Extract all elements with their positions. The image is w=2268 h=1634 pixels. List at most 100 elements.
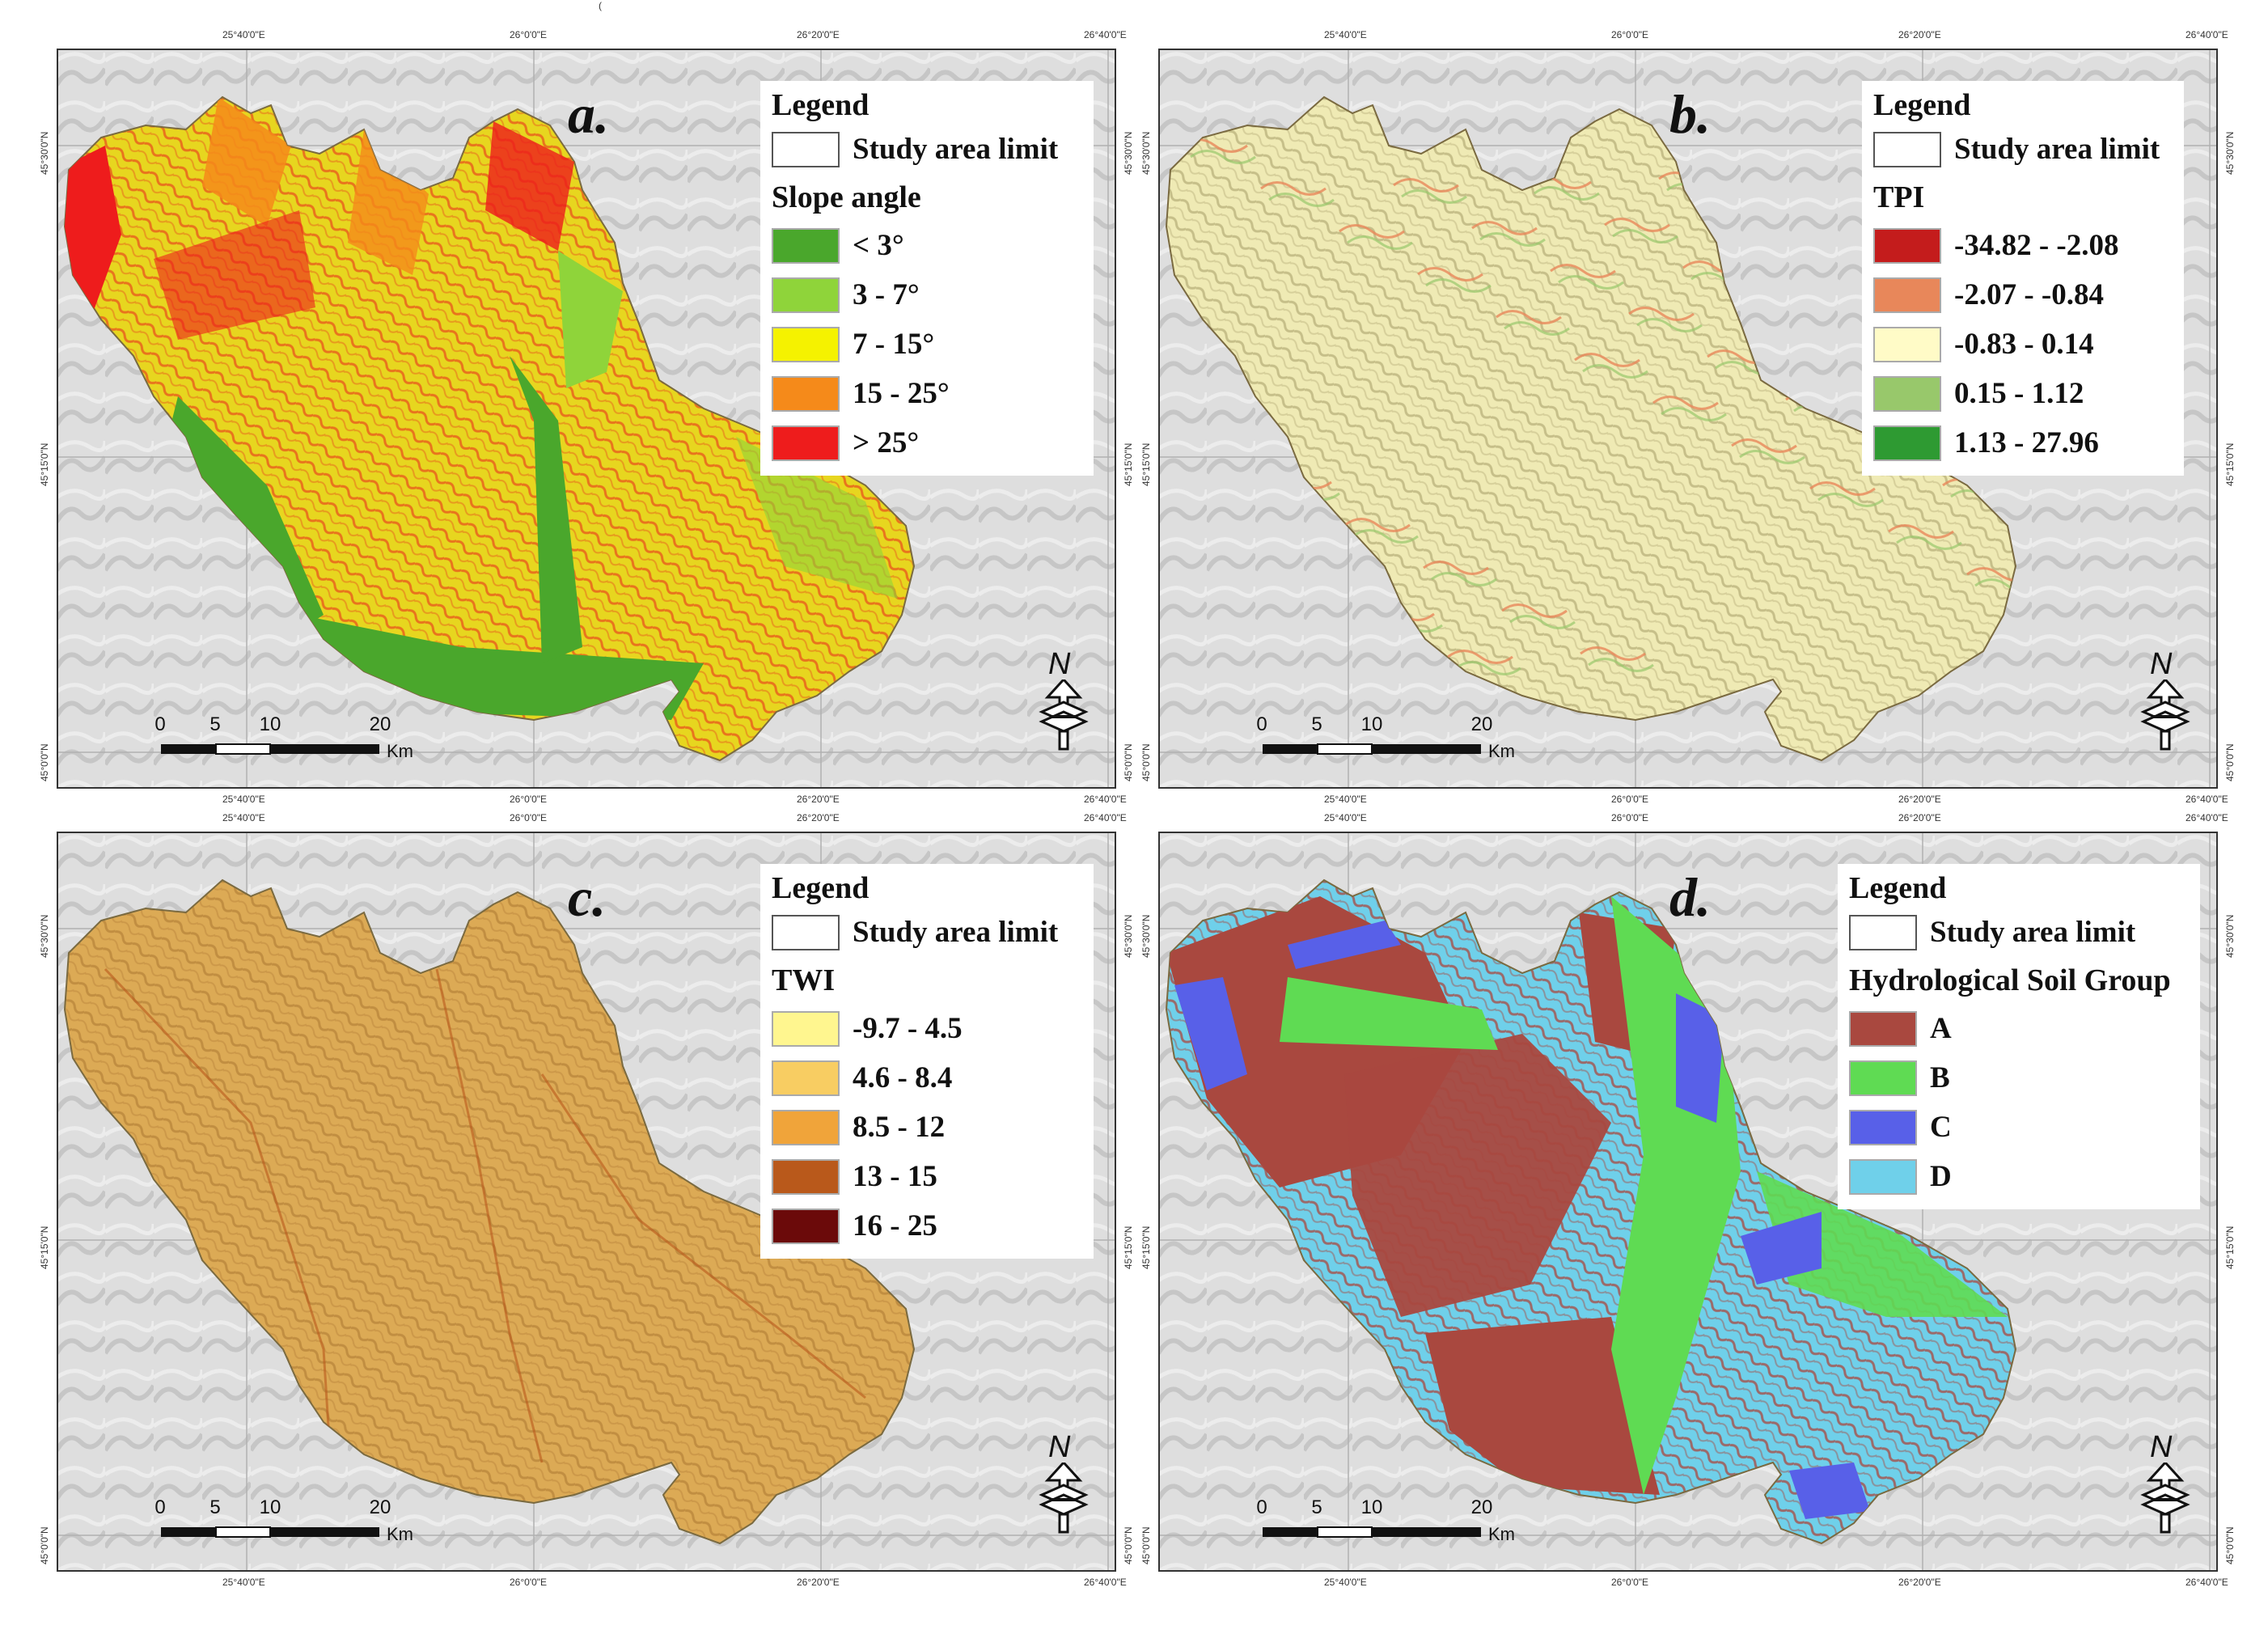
legend-class-row: 0.15 - 1.12 [1873, 369, 2176, 418]
legend-class-row: -2.07 - -0.84 [1873, 270, 2176, 320]
north-letter: N [2150, 1430, 2173, 1464]
boundary-swatch [772, 131, 840, 167]
north-letter: N [1048, 1430, 1071, 1464]
scale-tick-label: 5 [209, 713, 221, 735]
lon-label-bottom: 25°40'0"E [1324, 1577, 1367, 1588]
class-label: 7 - 15° [853, 328, 935, 361]
scale-tick-label: 20 [369, 713, 391, 735]
class-label: 8.5 - 12 [853, 1111, 946, 1144]
lat-label-left: 45°0'0"N [1140, 743, 1152, 781]
legend-boundary-row: Study area limit [772, 125, 1085, 174]
class-swatch [1873, 425, 1941, 461]
legend-boundary-row: Study area limit [1873, 125, 2176, 174]
scale-bar-graphic [1263, 1526, 1481, 1538]
class-label: -34.82 - -2.08 [1954, 229, 2119, 262]
lat-label-right: 45°0'0"N [1123, 1526, 1134, 1564]
legend-class-row: 13 - 15 [772, 1152, 1085, 1201]
lon-label-top: 26°40'0"E [1084, 812, 1127, 823]
lon-label-bottom: 26°20'0"E [797, 1577, 840, 1588]
lon-label-top: 26°0'0"E [510, 29, 548, 40]
top-note: ( [599, 0, 602, 11]
legend-class-row: A [1849, 1004, 2192, 1053]
lon-label-bottom: 25°40'0"E [222, 794, 265, 805]
class-swatch [1849, 1010, 1917, 1047]
legend-class-row: -0.83 - 0.14 [1873, 320, 2176, 369]
lon-label-top: 26°0'0"E [510, 812, 548, 823]
lon-label-top: 25°40'0"E [1324, 29, 1367, 40]
scale-tick-label: 5 [1311, 713, 1322, 735]
lat-label-right: 45°15'0"N [2224, 1226, 2236, 1269]
class-swatch [772, 326, 840, 362]
north-arrow-icon: N [2137, 1430, 2194, 1535]
class-label: < 3° [853, 229, 904, 262]
lat-label-left: 45°15'0"N [1140, 1226, 1152, 1269]
legend-a: Legend Study area limit Slope angle < 3° 3 -… [760, 81, 1094, 476]
scale-tick-label: 5 [209, 1496, 221, 1518]
lat-label-right: 45°30'0"N [2224, 914, 2236, 958]
lat-label-left: 45°0'0"N [39, 1526, 50, 1564]
class-label: 3 - 7° [853, 278, 920, 311]
scale-bar-graphic [161, 743, 379, 755]
lon-label-bottom: 26°40'0"E [1084, 794, 1127, 805]
legend-title: Legend [772, 871, 870, 905]
lon-label-top: 26°0'0"E [1611, 812, 1649, 823]
scale-bar: 0 5 10 20 Km [1256, 713, 1553, 762]
map-panel-a: a. Legend Study area limit Slope angle < 3° 3… [57, 49, 1116, 789]
legend-class-row: < 3° [772, 221, 1085, 270]
scale-tick-label: 20 [1470, 1496, 1493, 1518]
scale-tick-label: 10 [1360, 1496, 1383, 1518]
boundary-label: Study area limit [1930, 916, 2136, 949]
lon-label-bottom: 26°20'0"E [1898, 1577, 1941, 1588]
lon-label-top: 26°20'0"E [1898, 29, 1941, 40]
legend-b: Legend Study area limit TPI -34.82 - -2.08 -… [1862, 81, 2184, 476]
scale-tick-label: 20 [369, 1496, 391, 1518]
lat-label-right: 45°30'0"N [2224, 131, 2236, 175]
legend-section-title: TPI [1873, 180, 1925, 214]
lat-label-right: 45°30'0"N [1123, 131, 1134, 175]
scale-bar: 0 5 10 20 Km [154, 713, 451, 762]
legend-class-row: 4.6 - 8.4 [772, 1053, 1085, 1103]
class-swatch [772, 1010, 840, 1047]
legend-class-row: > 25° [772, 418, 1085, 468]
lon-label-bottom: 26°20'0"E [1898, 794, 1941, 805]
scale-unit: Km [387, 741, 413, 761]
lat-label-right: 45°15'0"N [1123, 1226, 1134, 1269]
north-letter: N [1048, 647, 1071, 681]
class-label: 0.15 - 1.12 [1954, 377, 2084, 410]
class-swatch [1849, 1109, 1917, 1145]
scale-bar-graphic [161, 1526, 379, 1538]
class-label: 1.13 - 27.96 [1954, 426, 2099, 459]
panel-letter: c. [568, 866, 607, 928]
north-letter: N [2150, 647, 2173, 681]
scale-unit: Km [1488, 1524, 1515, 1544]
north-arrow-icon: N [1035, 1430, 1092, 1535]
class-label: C [1930, 1111, 1952, 1144]
class-swatch [772, 1060, 840, 1096]
lon-label-top: 26°0'0"E [1611, 29, 1649, 40]
scale-bar-graphic [1263, 743, 1481, 755]
class-label: > 25° [853, 426, 920, 459]
legend-class-row: D [1849, 1152, 2192, 1201]
lat-label-right: 45°0'0"N [2224, 743, 2236, 781]
class-swatch [772, 1158, 840, 1195]
legend-class-row: 8.5 - 12 [772, 1103, 1085, 1152]
legend-boundary-row: Study area limit [1849, 908, 2192, 957]
scale-tick-label: 10 [1360, 713, 1383, 735]
lon-label-bottom: 25°40'0"E [1324, 794, 1367, 805]
lat-label-left: 45°30'0"N [39, 914, 50, 958]
class-label: A [1930, 1012, 1952, 1045]
class-swatch [1849, 1060, 1917, 1096]
lat-label-right: 45°30'0"N [1123, 914, 1134, 958]
lat-label-left: 45°30'0"N [1140, 914, 1152, 958]
class-swatch [1873, 277, 1941, 313]
panel-letter: a. [568, 83, 609, 145]
class-swatch [772, 277, 840, 313]
panel-letter: b. [1669, 83, 1711, 145]
scale-unit: Km [1488, 741, 1515, 761]
lon-label-top: 25°40'0"E [222, 812, 265, 823]
lat-label-left: 45°0'0"N [39, 743, 50, 781]
legend-title: Legend [1849, 871, 1947, 905]
class-swatch [772, 375, 840, 412]
class-label: D [1930, 1160, 1952, 1193]
lon-label-top: 25°40'0"E [1324, 812, 1367, 823]
